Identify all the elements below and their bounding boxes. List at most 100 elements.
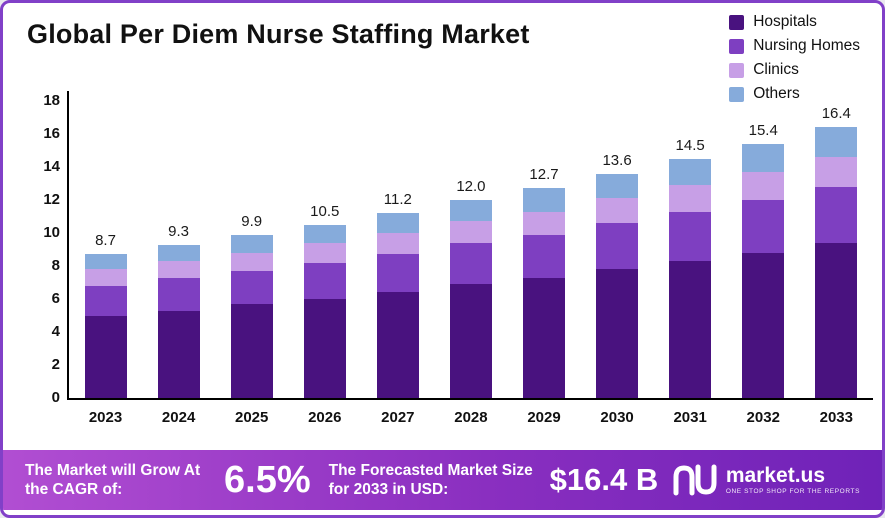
y-axis-tick: 14 <box>43 158 60 175</box>
legend-label: Hospitals <box>753 13 817 30</box>
chart-title: Global Per Diem Nurse Staffing Market <box>27 19 530 49</box>
bar-segment <box>303 242 346 263</box>
bar-total-label: 16.4 <box>821 105 851 123</box>
x-axis-label: 2024 <box>161 409 196 426</box>
legend-label: Clinics <box>753 61 799 78</box>
bar-segment <box>815 157 858 187</box>
bar-segment <box>815 242 858 398</box>
bar-column: 15.4 2032 <box>742 91 785 426</box>
bar-segment <box>303 262 346 299</box>
bar-segment <box>303 299 346 398</box>
x-axis-label: 2031 <box>673 409 707 426</box>
legend-item: Clinics <box>729 61 860 79</box>
bar-segment <box>815 186 858 243</box>
legend-item: Hospitals <box>729 13 860 31</box>
x-axis-label: 2028 <box>454 409 488 426</box>
y-axis-tick: 4 <box>51 323 60 340</box>
bars-container: 8.7 2023 9.3 2024 9.9 2025 10.5 2026 11.2 2027 12.… <box>69 91 873 426</box>
cagr-value: 6.5% <box>224 458 311 501</box>
legend-swatch-icon <box>729 38 745 54</box>
bar-segment <box>815 127 858 158</box>
brand-name: market.us <box>725 463 826 487</box>
legend-item: Nursing Homes <box>729 37 860 55</box>
bar-column: 8.7 2023 <box>84 91 127 426</box>
bar-segment <box>84 269 127 286</box>
bar-column: 12.7 2029 <box>523 91 565 426</box>
bar-column: 12.0 2028 <box>449 91 492 426</box>
legend-swatch-icon <box>729 14 745 30</box>
bar-total-label: 14.5 <box>675 136 705 154</box>
bar-segment <box>84 285 127 316</box>
y-axis-tick: 18 <box>43 92 60 109</box>
forecast-label: The Forecasted Market Size for 2033 in U… <box>328 461 533 498</box>
bar-segment <box>230 270 273 304</box>
bar-segment <box>523 188 565 212</box>
bar-column: 9.3 2024 <box>157 91 200 426</box>
bar-segment <box>84 315 127 398</box>
bar-segment <box>742 252 785 398</box>
bar-column: 13.6 2030 <box>596 91 639 426</box>
bar-segment <box>157 261 200 278</box>
bar-segment <box>596 198 639 224</box>
bar-segment <box>376 213 419 234</box>
bar-column: 11.2 2027 <box>376 91 419 426</box>
bar-segment <box>376 254 419 293</box>
bar-segment <box>230 234 273 253</box>
legend-label: Nursing Homes <box>753 37 860 54</box>
bar-total-label: 13.6 <box>602 151 632 169</box>
x-axis-label: 2030 <box>600 409 634 426</box>
cagr-label: The Market will Grow At the CAGR of: <box>25 461 201 498</box>
bar-total-label: 8.7 <box>95 232 116 250</box>
bar-segment <box>742 200 785 253</box>
bar-segment <box>376 292 419 398</box>
bar-segment <box>742 171 785 201</box>
bar-total-label: 11.2 <box>383 191 412 209</box>
y-axis-tick: 12 <box>43 191 60 208</box>
bar-total-label: 10.5 <box>310 202 340 220</box>
bar-segment <box>376 233 419 255</box>
bar-segment <box>669 261 712 398</box>
footer-banner: The Market will Grow At the CAGR of: 6.5… <box>3 450 882 510</box>
forecast-value: $16.4 B <box>549 462 659 497</box>
bar-segment <box>523 234 565 278</box>
legend: Hospitals Nursing Homes Clinics Others <box>729 13 860 103</box>
bar-total-label: 9.9 <box>241 212 263 230</box>
bar-chart: 8.7 2023 9.3 2024 9.9 2025 10.5 2026 11.2 2027 12.… <box>31 91 873 426</box>
bar-total-label: 9.3 <box>168 222 190 240</box>
x-axis-label: 2027 <box>381 409 415 426</box>
x-axis-label: 2025 <box>235 409 269 426</box>
bar-total-label: 12.0 <box>456 178 486 196</box>
bar-segment <box>669 211 712 262</box>
y-axis-tick: 10 <box>43 224 60 241</box>
bar-segment <box>596 223 639 270</box>
bar-segment <box>449 242 492 285</box>
bar-segment <box>157 244 200 262</box>
bar-total-label: 12.7 <box>529 166 559 184</box>
bar-segment <box>449 200 492 222</box>
brand-text: market.us One Stop Shop For The Reports <box>726 465 860 496</box>
bar-segment <box>230 252 273 271</box>
plot-area: 8.7 2023 9.3 2024 9.9 2025 10.5 2026 11.2 2027 12.… <box>43 91 873 426</box>
bar-column: 14.5 2031 <box>669 91 712 426</box>
bar-segment <box>157 277 200 311</box>
marketus-logo-icon <box>673 464 717 496</box>
brand-tagline: One Stop Shop For The Reports <box>725 487 860 495</box>
x-axis-label: 2029 <box>527 409 561 426</box>
legend-swatch-icon <box>729 86 745 102</box>
bar-segment <box>523 277 565 398</box>
y-axis-tick: 2 <box>51 356 60 373</box>
legend-label: Others <box>753 85 800 102</box>
bar-column: 10.5 2026 <box>303 91 346 426</box>
bar-segment <box>596 173 639 199</box>
y-axis-tick: 8 <box>51 257 60 274</box>
legend-item: Others <box>729 85 860 103</box>
bar-segment <box>742 143 785 172</box>
x-axis-label: 2032 <box>746 409 780 426</box>
y-axis-tick: 6 <box>51 290 60 307</box>
y-axis-tick: 0 <box>51 389 60 406</box>
x-axis-label: 2026 <box>308 409 342 426</box>
brand: market.us One Stop Shop For The Reports <box>671 464 860 496</box>
bar-segment <box>84 254 127 270</box>
bar-segment <box>669 185 712 212</box>
